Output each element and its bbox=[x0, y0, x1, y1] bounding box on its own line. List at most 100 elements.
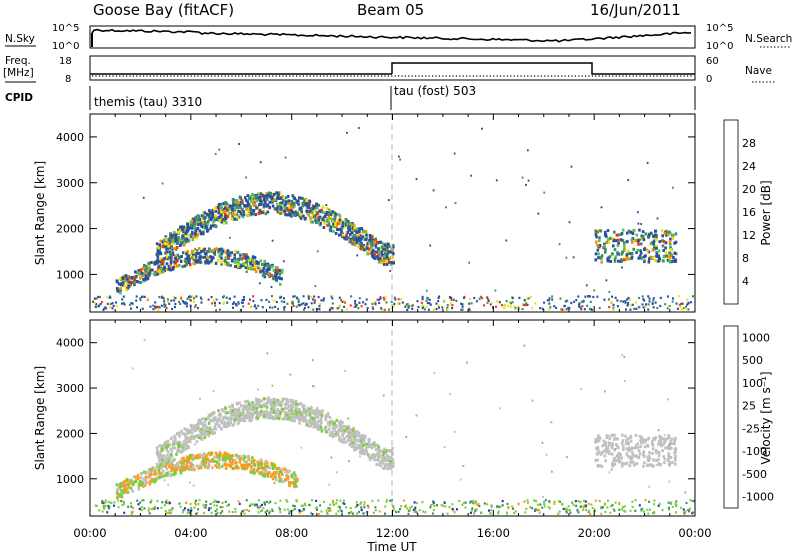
scatter-cell bbox=[259, 463, 262, 466]
scatter-cell bbox=[487, 298, 489, 301]
scatter-cell bbox=[319, 418, 323, 422]
scatter-cell bbox=[264, 459, 268, 463]
scatter-cell bbox=[206, 222, 209, 226]
scatter-cell bbox=[315, 307, 318, 310]
scatter-cell bbox=[185, 305, 188, 308]
scatter-cell bbox=[323, 427, 327, 431]
scatter-cell bbox=[389, 250, 393, 254]
scatter-cell bbox=[269, 401, 273, 405]
scatter-cell bbox=[109, 302, 112, 306]
scatter-cell bbox=[340, 231, 343, 234]
scatter-cell bbox=[271, 509, 274, 513]
scatter-cell bbox=[199, 427, 203, 431]
nave-right-label: Nave bbox=[745, 65, 772, 77]
scatter-cell bbox=[610, 505, 612, 508]
scatter-cell bbox=[366, 511, 369, 514]
colorbar-tick-label: 500 bbox=[742, 354, 763, 367]
scatter-cell bbox=[170, 509, 173, 512]
scatter-cell bbox=[575, 299, 578, 302]
scatter-cell bbox=[286, 403, 289, 406]
scatter-cell bbox=[403, 499, 406, 502]
scatter-cell bbox=[644, 305, 647, 308]
scatter-cell bbox=[201, 417, 204, 421]
scatter-cell bbox=[367, 445, 371, 449]
noise-left-label: N.Sky bbox=[5, 33, 35, 45]
scatter-cell bbox=[130, 302, 133, 305]
scatter-cell bbox=[161, 501, 164, 504]
scatter-cell bbox=[570, 165, 573, 168]
scatter-cell bbox=[313, 205, 316, 209]
scatter-cell bbox=[385, 256, 389, 260]
scatter-cell bbox=[209, 451, 212, 455]
scatter-cell bbox=[216, 205, 220, 209]
scatter-cell bbox=[314, 219, 317, 223]
scatter-cell bbox=[237, 215, 241, 219]
scatter-cell bbox=[217, 203, 221, 207]
scatter-cell bbox=[248, 205, 252, 208]
scatter-cell bbox=[596, 230, 599, 234]
scatter-cell bbox=[126, 482, 130, 486]
scatter-cell bbox=[221, 501, 224, 504]
scatter-cell bbox=[188, 440, 192, 444]
scatter-cell bbox=[338, 296, 341, 299]
scatter-cell bbox=[327, 420, 330, 424]
scatter-cell bbox=[262, 507, 265, 510]
scatter-cell bbox=[655, 236, 658, 240]
scatter-cell bbox=[349, 507, 352, 510]
scatter-cell bbox=[313, 424, 316, 428]
scatter-cell bbox=[372, 511, 375, 514]
scatter-cell bbox=[166, 444, 170, 448]
scatter-cell bbox=[304, 416, 307, 420]
scatter-cell bbox=[104, 499, 107, 502]
scatter-cell bbox=[103, 507, 106, 510]
scatter-cell bbox=[161, 240, 165, 244]
colorbar-tick-label: -500 bbox=[742, 468, 767, 481]
scatter-cell bbox=[265, 461, 269, 465]
scatter-cell bbox=[270, 274, 273, 277]
scatter-cell bbox=[165, 447, 168, 451]
scatter-cell bbox=[253, 411, 256, 414]
scatter-cell bbox=[156, 449, 159, 453]
scatter-cell bbox=[339, 429, 343, 433]
scatter-cell bbox=[648, 456, 652, 460]
scatter-cell bbox=[346, 131, 348, 134]
scatter-cell bbox=[168, 465, 171, 469]
scatter-cell bbox=[265, 500, 268, 503]
scatter-cell bbox=[279, 203, 283, 207]
scatter-cell bbox=[397, 298, 400, 301]
scatter-cell bbox=[253, 463, 257, 467]
scatter-cell bbox=[130, 276, 133, 280]
scatter-cell bbox=[366, 243, 369, 247]
scatter-cell bbox=[111, 307, 114, 310]
scatter-cell bbox=[257, 266, 260, 270]
scatter-cell bbox=[259, 161, 262, 164]
scatter-cell bbox=[157, 468, 161, 472]
scatter-cell bbox=[203, 452, 206, 456]
scatter-cell bbox=[355, 227, 359, 231]
cpid-segment-label: themis (tau) 3310 bbox=[94, 95, 202, 109]
scatter-cell bbox=[299, 415, 302, 419]
scatter-cell bbox=[440, 504, 443, 507]
scatter-cell bbox=[647, 295, 650, 298]
scatter-cell bbox=[449, 393, 452, 395]
scatter-cell bbox=[285, 499, 288, 502]
scatter-cell bbox=[635, 301, 638, 304]
scatter-cell bbox=[187, 459, 190, 463]
scatter-cell bbox=[529, 506, 532, 509]
scatter-cell bbox=[199, 258, 202, 262]
scatter-cell bbox=[387, 255, 391, 259]
scatter-cell bbox=[158, 459, 161, 463]
scatter-cell bbox=[277, 197, 280, 200]
scatter-cell bbox=[181, 265, 184, 269]
scatter-cell bbox=[155, 253, 159, 256]
scatter-cell bbox=[344, 237, 347, 241]
scatter-cell bbox=[441, 306, 444, 309]
scatter-cell bbox=[638, 296, 641, 300]
scatter-cell bbox=[460, 302, 463, 305]
scatter-cell bbox=[336, 222, 340, 226]
scatter-cell bbox=[604, 459, 607, 463]
scatter-cell bbox=[355, 241, 359, 245]
scatter-cell bbox=[383, 466, 386, 470]
scatter-cell bbox=[635, 307, 638, 310]
scatter-cell bbox=[242, 262, 245, 266]
